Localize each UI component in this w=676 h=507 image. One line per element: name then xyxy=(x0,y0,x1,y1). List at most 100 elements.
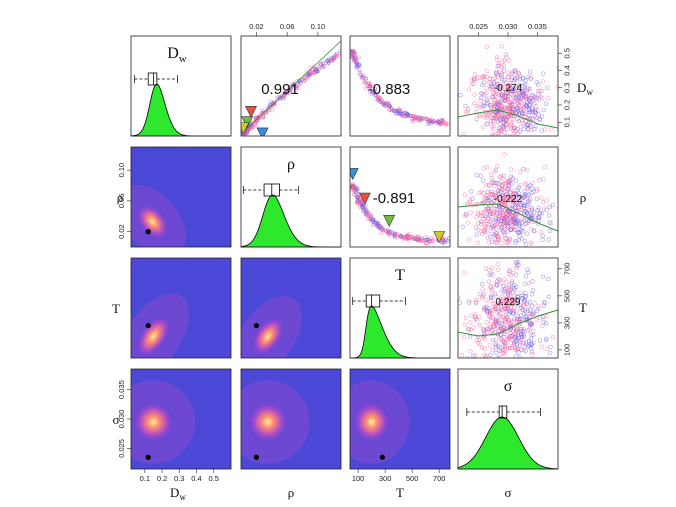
left-label-sigma: σ xyxy=(112,412,119,427)
right-label-T: T xyxy=(579,300,587,315)
tick-label: 0.02 xyxy=(249,22,264,31)
histogram-rho: ρ xyxy=(240,156,341,248)
tick-label: 0.02 xyxy=(117,224,126,239)
panel-border xyxy=(457,257,559,359)
marker-triangle-4 xyxy=(241,122,250,135)
bottom-label-T: T xyxy=(396,485,404,500)
diag-label-rho: ρ xyxy=(287,156,295,173)
box xyxy=(498,405,508,419)
tick-label: 0.025 xyxy=(469,22,488,31)
tick-label: 0.030 xyxy=(117,410,126,429)
correlation-Dw_rho: 0.991 xyxy=(261,81,299,98)
trend-line xyxy=(458,109,558,129)
scatter-Dw-sigma xyxy=(458,36,558,136)
diag-label-sigma: σ xyxy=(504,378,513,395)
trend-line xyxy=(458,309,558,337)
left-label-T: T xyxy=(112,301,120,316)
tick-label: 500 xyxy=(406,474,419,483)
correlation-Dw_sigma: -0.274 xyxy=(494,83,523,94)
box xyxy=(147,72,158,86)
trend-line xyxy=(458,203,558,232)
tick-label: 0.2 xyxy=(157,474,167,483)
panel-border xyxy=(240,257,342,359)
density-sigma_rho xyxy=(241,380,310,464)
tick-label: 0.06 xyxy=(280,22,295,31)
panel-border xyxy=(240,35,342,137)
tick-label: 0.1 xyxy=(140,474,150,483)
density-curve xyxy=(240,194,341,248)
density-curve xyxy=(350,305,450,359)
tick-label: 0.4 xyxy=(563,65,572,75)
panel-border xyxy=(457,368,559,470)
panel-border xyxy=(349,257,451,359)
tick-label: 0.5 xyxy=(563,48,572,58)
density-T_Dw xyxy=(131,293,190,358)
scatter-rho-sigma xyxy=(458,152,558,247)
panel-border xyxy=(130,257,232,359)
panel-border xyxy=(240,146,342,248)
tick-label: 0.3 xyxy=(563,83,572,93)
correlation-T_sigma: 0.229 xyxy=(495,297,520,308)
tick-label: 700 xyxy=(563,263,572,276)
panel-border xyxy=(130,35,232,137)
tick-label: 700 xyxy=(433,474,446,483)
marker-triangle-3 xyxy=(241,116,254,129)
scatter-Dw-rho xyxy=(241,40,341,136)
density-sigma_T xyxy=(350,380,410,464)
tick-label: 0.2 xyxy=(563,100,572,110)
panel-border xyxy=(349,368,451,470)
left-label-rho: ρ xyxy=(117,190,124,205)
tick-label: 0.10 xyxy=(311,22,326,31)
tick-label: 0.10 xyxy=(117,163,126,178)
bottom-label-Dw: Dw xyxy=(170,485,186,502)
histogram-T: T xyxy=(350,267,450,359)
tick-label: 100 xyxy=(352,474,365,483)
reference-point xyxy=(379,454,386,460)
panel-border xyxy=(349,35,451,137)
tick-label: 0.06 xyxy=(117,194,126,209)
density-T_rho xyxy=(241,296,302,358)
tick-label: 100 xyxy=(563,344,572,357)
correlation-Dw_T: -0.883 xyxy=(368,81,411,98)
tick-label: 0.025 xyxy=(117,439,126,458)
panel-border xyxy=(240,368,342,470)
correlation-rho_sigma: -0.222 xyxy=(494,194,523,205)
panel-border xyxy=(130,146,232,248)
histogram-Dw: Dw xyxy=(130,45,231,137)
scatter-T-sigma xyxy=(458,259,558,358)
tick-label: 0.035 xyxy=(528,22,547,31)
trend-line xyxy=(241,40,341,135)
reference-point xyxy=(145,322,151,329)
diag-label-Dw: Dw xyxy=(167,45,187,65)
tick-label: 300 xyxy=(379,474,392,483)
reference-point xyxy=(253,454,259,460)
right-label-rho: ρ xyxy=(580,190,587,205)
marker-triangle-1 xyxy=(350,168,359,181)
tick-label: 500 xyxy=(563,290,572,303)
diag-label-T: T xyxy=(395,267,405,284)
density-sigma_Dw xyxy=(131,380,196,464)
panel-border xyxy=(349,146,451,248)
scatter-rho-T xyxy=(350,168,450,247)
reference-point xyxy=(253,322,259,329)
tick-label: 0.4 xyxy=(191,474,201,483)
tick-label: 0.035 xyxy=(117,380,126,399)
marker-triangle-2 xyxy=(358,192,371,205)
right-label-Dw: Dw xyxy=(577,80,593,97)
reference-point xyxy=(145,229,151,235)
tick-label: 0.3 xyxy=(174,474,184,483)
marker-triangle-4 xyxy=(433,231,446,244)
marker-triangle-1 xyxy=(256,127,269,136)
density-curve xyxy=(130,83,231,137)
tick-label: 0.5 xyxy=(209,474,219,483)
tick-label: 0.030 xyxy=(499,22,518,31)
scatter-Dw-T xyxy=(350,48,450,127)
reference-point xyxy=(145,454,151,460)
marker-triangle-3 xyxy=(383,215,396,228)
density-rho_Dw xyxy=(131,185,187,247)
panel-border xyxy=(457,146,559,248)
histogram-sigma: σ xyxy=(457,378,559,470)
bottom-label-sigma: σ xyxy=(504,485,511,500)
marker-triangle-2 xyxy=(245,106,257,119)
